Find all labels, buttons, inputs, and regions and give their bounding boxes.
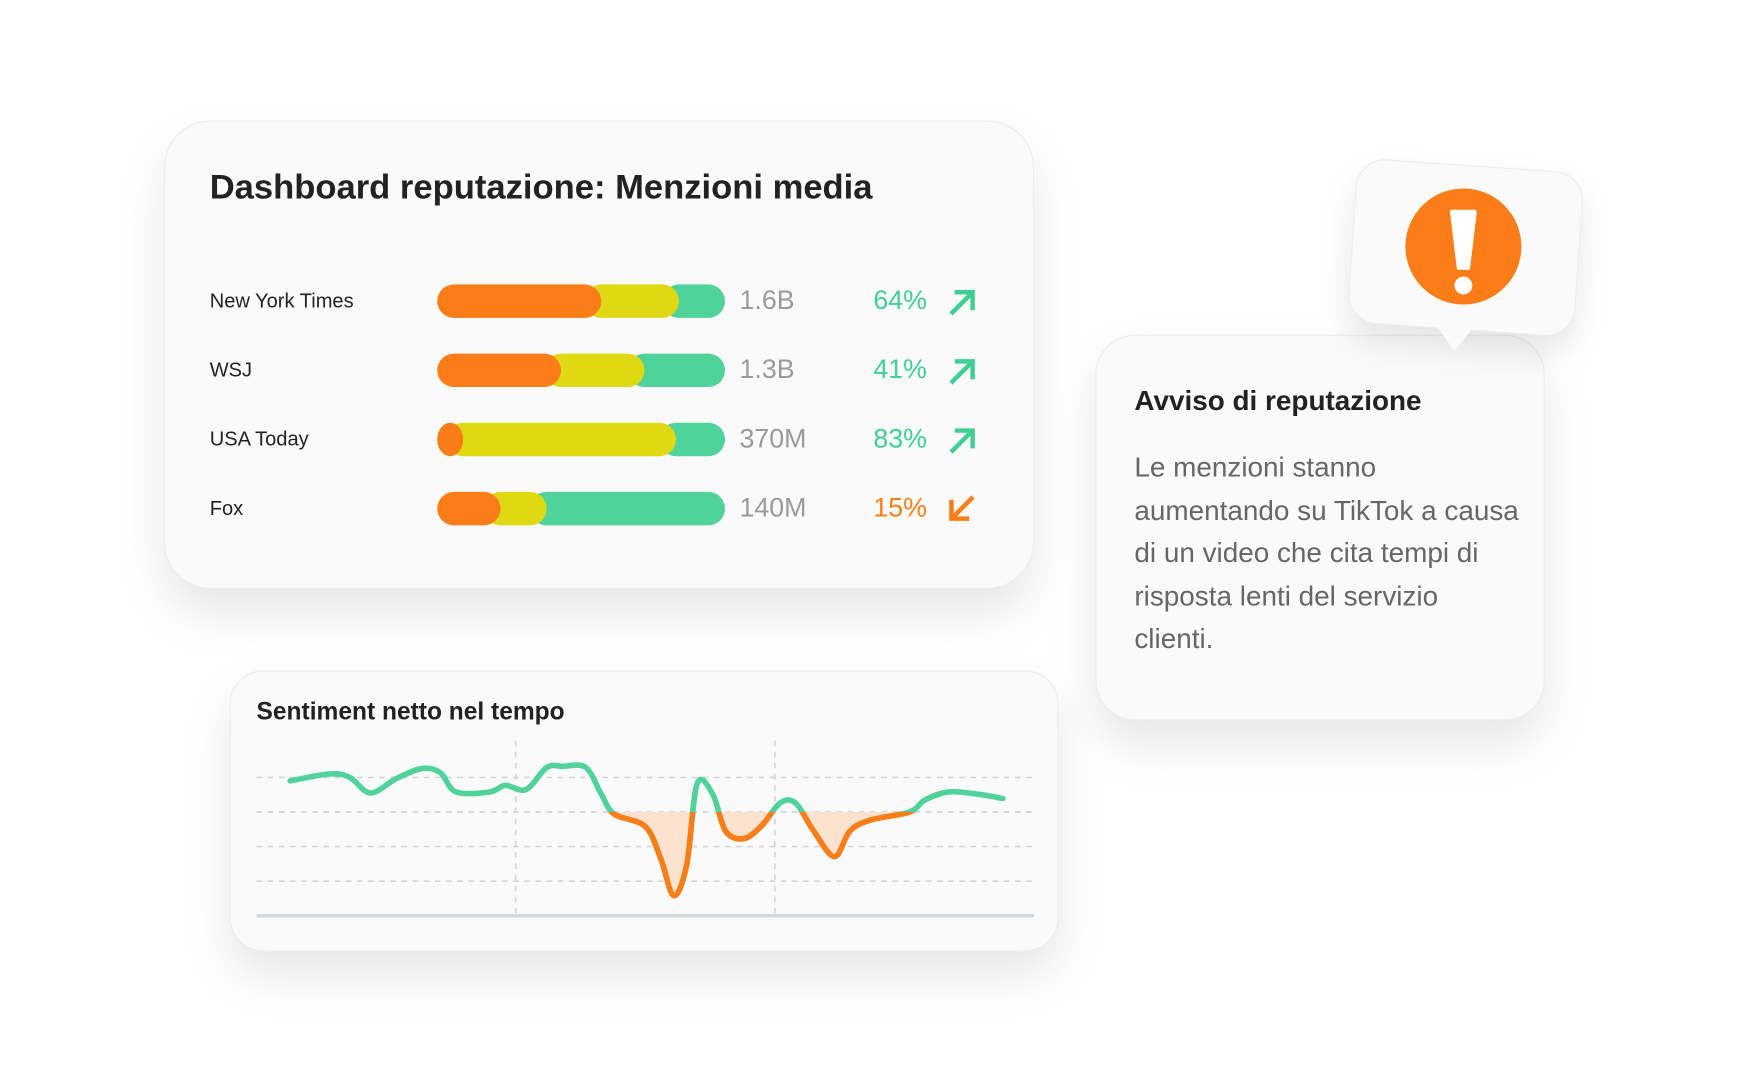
bar-segment [437, 422, 464, 457]
total: 1.6B [739, 285, 795, 316]
dashboard-title: Dashboard reputazione: Menzioni media [209, 167, 873, 207]
bar-segment [446, 422, 677, 457]
trend-arrow [949, 495, 975, 521]
bar-segment [437, 284, 602, 318]
source-name: Fox [209, 496, 244, 520]
bar-segment [437, 491, 501, 526]
total: 140M [739, 493, 807, 524]
change: 15% [873, 493, 927, 524]
trend-arrow [949, 290, 975, 316]
negative-area [290, 812, 1003, 896]
trend-arrow [949, 359, 975, 385]
arrow-shaft [949, 428, 975, 454]
bar-segment [483, 491, 547, 526]
source-name: WSJ [209, 358, 253, 381]
arrow-shaft [949, 495, 975, 521]
source-name: USA Today [209, 427, 309, 451]
negative-line [607, 812, 916, 899]
arrow-shaft [949, 359, 975, 385]
trend-arrow [949, 428, 975, 454]
change: 64% [873, 285, 927, 316]
alert-icon-stem [1450, 209, 1477, 270]
source-name: New York Times [209, 289, 354, 312]
sentiment-card [229, 670, 1059, 952]
bar-segment [659, 422, 726, 457]
change: 41% [873, 354, 927, 385]
alert-title: Avviso di reputazione [1134, 385, 1422, 417]
arrow-head [954, 290, 975, 311]
arrow-head [954, 359, 975, 380]
bubble-tail [1436, 325, 1475, 352]
bar-segment [544, 353, 645, 388]
bar-segment [584, 284, 679, 318]
bar-segment [627, 353, 726, 388]
bar-segment [662, 284, 726, 318]
arrow-shaft [949, 290, 975, 316]
total: 1.3B [739, 354, 795, 385]
bar-segment [437, 353, 561, 388]
alert-icon-dot [1454, 276, 1473, 295]
change: 83% [873, 423, 927, 454]
alert-body: Le menzioni stanno aumentando su TikTok … [1134, 451, 1519, 655]
bar-segment [529, 491, 726, 526]
total: 370M [739, 423, 807, 454]
arrow-head [954, 428, 975, 449]
arrow-head [949, 499, 970, 521]
chart-title: Sentiment netto nel tempo [256, 697, 565, 726]
alert-card [1095, 334, 1545, 721]
